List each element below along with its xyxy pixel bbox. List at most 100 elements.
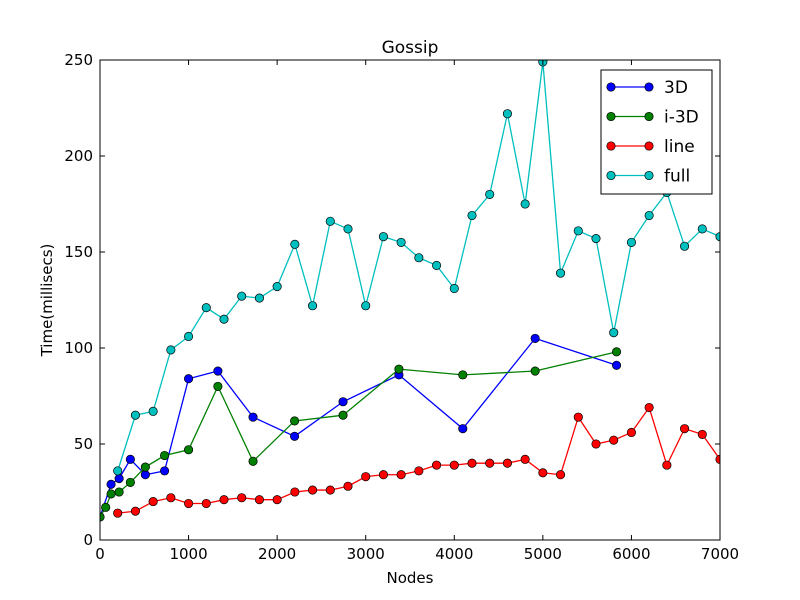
data-point bbox=[101, 502, 111, 512]
x-tick-label: 5000 bbox=[524, 545, 562, 563]
legend-marker bbox=[644, 82, 654, 92]
data-point bbox=[530, 333, 540, 343]
series-i-3D bbox=[100, 347, 622, 522]
data-point bbox=[160, 450, 170, 461]
data-point bbox=[184, 498, 194, 509]
data-point bbox=[148, 406, 158, 416]
data-point bbox=[140, 470, 150, 480]
data-point bbox=[237, 493, 247, 503]
data-point bbox=[106, 479, 116, 489]
x-tick-label: 4000 bbox=[435, 545, 473, 563]
data-point bbox=[166, 345, 176, 355]
data-point bbox=[680, 424, 690, 434]
data-point bbox=[556, 470, 566, 480]
data-point bbox=[338, 397, 348, 407]
data-point bbox=[325, 485, 335, 495]
data-point bbox=[556, 268, 566, 278]
data-point bbox=[644, 402, 654, 413]
legend-label: line bbox=[664, 137, 695, 157]
legend-item: full bbox=[606, 167, 690, 187]
data-point bbox=[378, 232, 388, 242]
data-point bbox=[343, 481, 353, 491]
legend-marker bbox=[606, 82, 616, 92]
data-point bbox=[140, 462, 150, 472]
series-full bbox=[113, 60, 720, 476]
series-layer bbox=[100, 60, 720, 522]
x-tick-label: 2000 bbox=[258, 545, 296, 563]
x-tick-label: 7000 bbox=[701, 545, 739, 563]
y-tick-label: 250 bbox=[64, 51, 93, 69]
data-point bbox=[184, 331, 194, 342]
data-point bbox=[308, 301, 318, 311]
data-point bbox=[254, 293, 264, 303]
data-point bbox=[325, 216, 335, 226]
data-point bbox=[394, 364, 404, 374]
x-tick-label: 6000 bbox=[612, 545, 650, 563]
y-tick-label: 0 bbox=[83, 531, 93, 549]
data-point bbox=[213, 381, 223, 391]
data-point bbox=[680, 241, 690, 251]
data-point bbox=[290, 487, 300, 497]
data-point bbox=[611, 347, 622, 357]
data-point bbox=[125, 454, 135, 464]
data-point bbox=[626, 237, 636, 247]
data-point bbox=[611, 360, 622, 370]
data-point bbox=[219, 495, 229, 505]
data-point bbox=[520, 454, 530, 464]
legend-marker bbox=[606, 170, 616, 181]
data-point bbox=[213, 366, 223, 376]
legend-marker bbox=[644, 170, 654, 181]
ticks-layer: 0 1000 2000 3000 4000 5000 6000 7000 0 50 100 150 20… bbox=[64, 51, 739, 563]
x-tick-label: 1000 bbox=[169, 545, 207, 563]
data-point bbox=[114, 487, 124, 497]
y-axis-title: Time(millisecs) bbox=[38, 244, 56, 358]
data-point bbox=[248, 412, 258, 422]
data-point bbox=[530, 366, 540, 376]
data-point bbox=[125, 477, 135, 487]
data-point bbox=[502, 458, 512, 468]
y-tick-label: 200 bbox=[64, 147, 93, 165]
data-point bbox=[290, 416, 300, 426]
data-point bbox=[237, 291, 247, 301]
x-axis-title: Nodes bbox=[387, 569, 434, 587]
data-point bbox=[502, 109, 512, 119]
data-point bbox=[432, 460, 442, 470]
data-point bbox=[160, 466, 170, 476]
data-point bbox=[538, 468, 548, 478]
data-point bbox=[449, 283, 459, 294]
data-point bbox=[184, 374, 194, 384]
data-point bbox=[361, 472, 371, 482]
data-point bbox=[272, 282, 282, 292]
legend: 3D i-3D line full bbox=[600, 69, 713, 195]
legend-label: 3D bbox=[664, 78, 688, 98]
data-point bbox=[414, 253, 424, 263]
data-point bbox=[248, 456, 258, 466]
data-point bbox=[396, 470, 406, 480]
plot-frame bbox=[99, 59, 721, 541]
legend-marker bbox=[606, 111, 616, 122]
legend-item: i-3D bbox=[606, 108, 699, 128]
data-point bbox=[254, 495, 264, 505]
data-point bbox=[467, 210, 477, 221]
data-point bbox=[130, 506, 140, 516]
x-tick-label: 0 bbox=[95, 545, 105, 563]
data-point bbox=[458, 424, 468, 434]
data-point bbox=[308, 485, 318, 495]
data-point bbox=[591, 234, 601, 244]
data-point bbox=[378, 470, 388, 480]
data-point bbox=[485, 458, 495, 468]
data-point bbox=[573, 226, 583, 236]
data-point bbox=[338, 410, 348, 420]
data-point bbox=[609, 435, 619, 445]
chart-title: Gossip bbox=[382, 38, 439, 58]
data-point bbox=[485, 189, 495, 199]
data-point bbox=[201, 498, 211, 509]
data-point bbox=[290, 431, 300, 441]
legend-label: full bbox=[664, 167, 690, 187]
data-point bbox=[609, 328, 619, 338]
data-point bbox=[361, 301, 371, 311]
data-point bbox=[272, 495, 282, 505]
data-point bbox=[113, 466, 123, 476]
data-point bbox=[697, 224, 707, 234]
legend-marker bbox=[644, 141, 654, 151]
